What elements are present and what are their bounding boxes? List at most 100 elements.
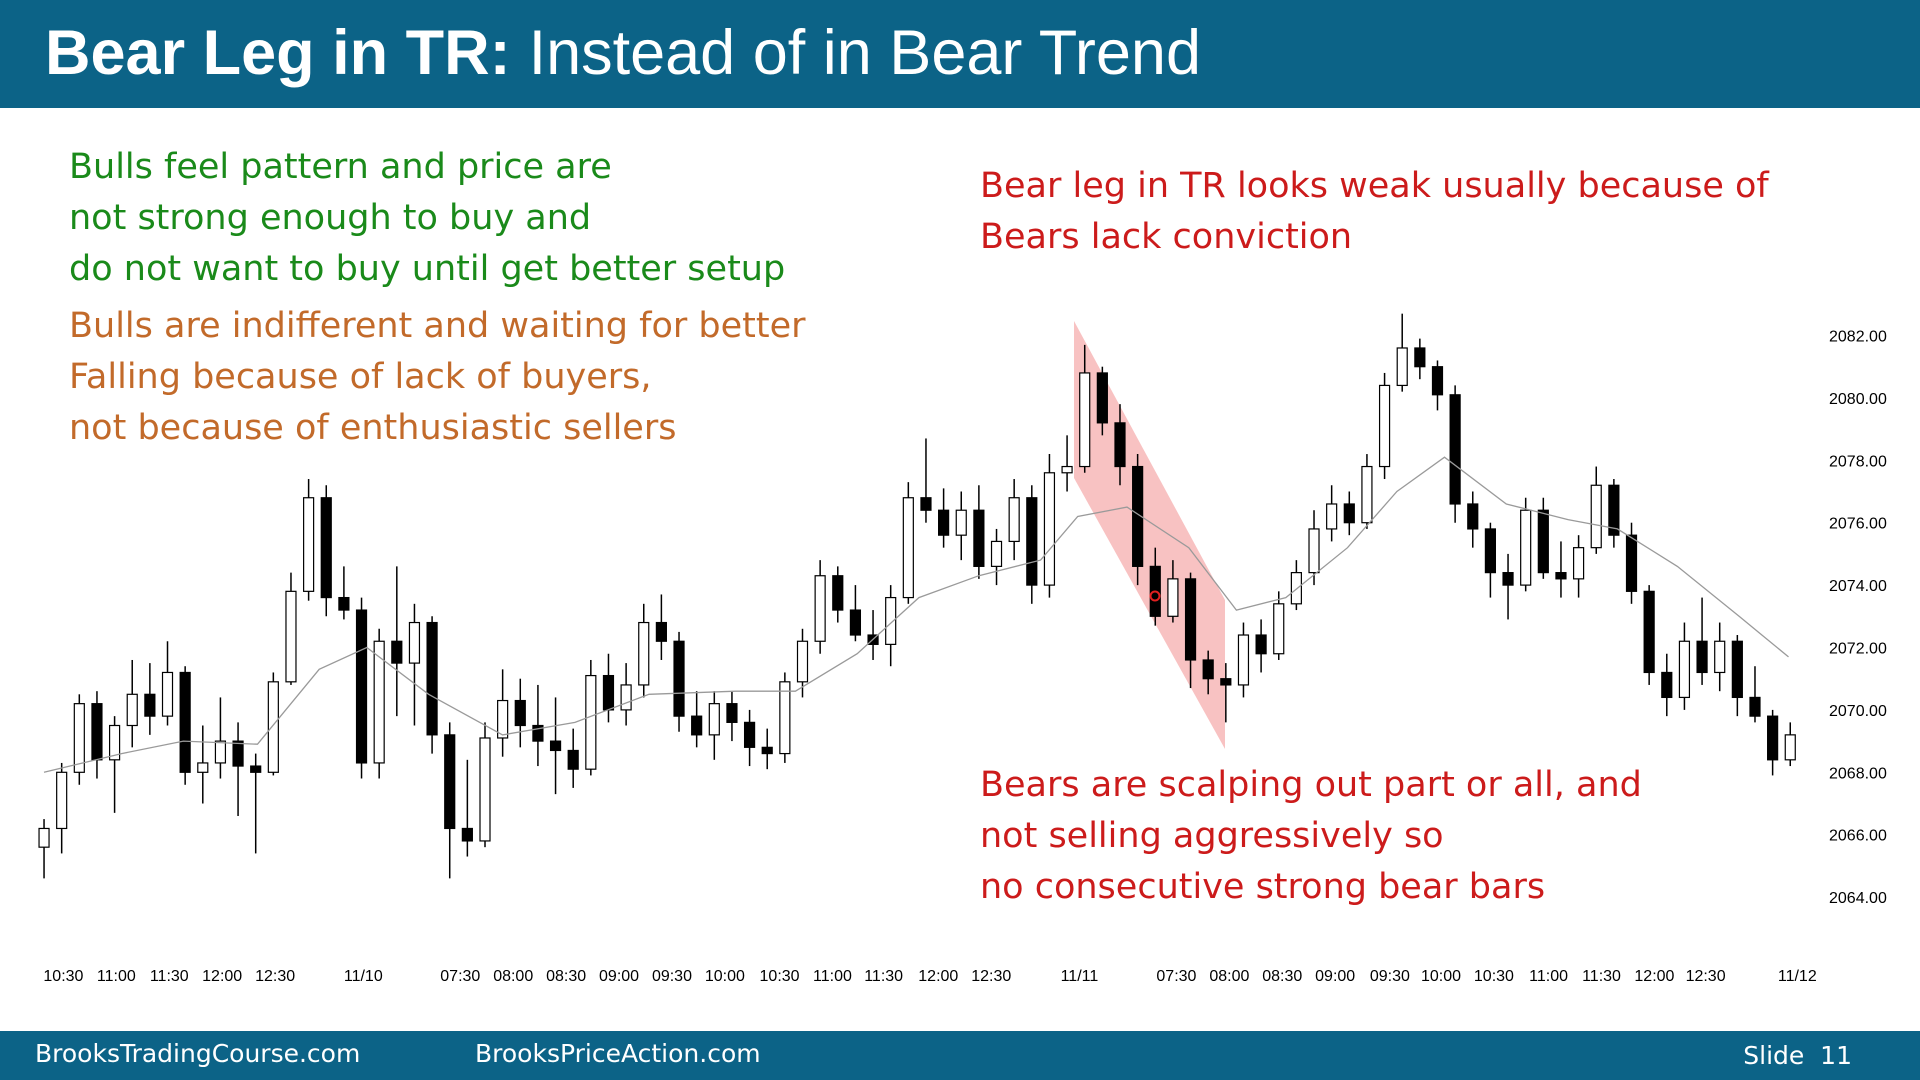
candle-body bbox=[1326, 503, 1338, 530]
candle-body bbox=[761, 746, 773, 755]
x-tick-label: 10:30 bbox=[43, 968, 83, 985]
x-tick-label: 11:30 bbox=[864, 968, 903, 985]
candle-body bbox=[1220, 678, 1232, 686]
x-tick-label: 12:30 bbox=[255, 968, 295, 985]
x-tick-label: 09:30 bbox=[652, 968, 692, 985]
x-tick-label: 08:30 bbox=[1262, 968, 1302, 985]
x-tick-label: 11:00 bbox=[97, 968, 136, 985]
x-tick-label: 12:30 bbox=[1686, 968, 1726, 985]
y-tick-label: 2068.00 bbox=[1829, 765, 1887, 782]
candle-body bbox=[1237, 634, 1250, 686]
title-bold: Bear Leg in TR: bbox=[45, 18, 511, 88]
candle-body bbox=[1661, 671, 1673, 699]
candle-body bbox=[497, 699, 509, 739]
footer-bar bbox=[0, 1031, 1920, 1080]
note-line: Bears lack conviction bbox=[980, 217, 1352, 257]
candle-body bbox=[514, 699, 526, 727]
candle-body bbox=[726, 703, 738, 723]
candle-body bbox=[1343, 503, 1355, 524]
x-tick-label: 11/11 bbox=[1061, 968, 1099, 985]
candle-body bbox=[250, 765, 262, 773]
note-line: do not want to buy until get better setu… bbox=[69, 249, 785, 289]
candle-body bbox=[585, 674, 597, 770]
candle-body bbox=[602, 674, 615, 711]
candle-body bbox=[197, 762, 209, 773]
candle-body bbox=[832, 575, 844, 611]
y-tick-label: 2076.00 bbox=[1829, 516, 1887, 533]
candle-body bbox=[1467, 503, 1479, 530]
candle-body bbox=[479, 737, 491, 842]
header-bar bbox=[0, 0, 1920, 108]
x-tick-label: 12:30 bbox=[971, 968, 1011, 985]
x-tick-label: 09:00 bbox=[599, 968, 639, 985]
candle-body bbox=[426, 621, 438, 736]
candle-body bbox=[1079, 372, 1091, 468]
candle-body bbox=[373, 640, 385, 764]
candle-body bbox=[338, 596, 350, 611]
x-tick-label: 10:30 bbox=[760, 968, 800, 985]
candle-body bbox=[285, 590, 297, 683]
bear-leg-channel bbox=[1074, 321, 1225, 749]
x-tick-label: 11:00 bbox=[1529, 968, 1568, 985]
candle-body bbox=[814, 575, 826, 642]
candle-body bbox=[1096, 372, 1108, 424]
candle-body bbox=[444, 734, 456, 830]
candle-body bbox=[1132, 465, 1144, 567]
note-line: Bear leg in TR looks weak usually becaus… bbox=[980, 166, 1769, 206]
x-tick-label: 09:30 bbox=[1370, 968, 1410, 985]
candle-body bbox=[56, 771, 68, 830]
candle-body bbox=[1167, 578, 1179, 617]
candle-body bbox=[1008, 497, 1020, 543]
candle-body bbox=[214, 740, 227, 764]
x-tick-label: 11:30 bbox=[150, 968, 189, 985]
candle-body bbox=[1520, 509, 1532, 586]
x-tick-label: 11/12 bbox=[1778, 968, 1817, 985]
candle-body bbox=[938, 509, 950, 536]
x-tick-label: 11:30 bbox=[1582, 968, 1621, 985]
candle-body bbox=[1608, 484, 1620, 536]
candle-body bbox=[779, 681, 791, 755]
candle-body bbox=[1308, 528, 1320, 574]
candle-body bbox=[549, 740, 562, 752]
candle-body bbox=[1537, 509, 1549, 574]
x-tick-label: 08:00 bbox=[493, 968, 533, 985]
slide-title: Bear Leg in TR: Instead of in Bear Trend bbox=[45, 18, 1201, 88]
candle-body bbox=[1114, 422, 1126, 468]
candle-body bbox=[1396, 347, 1408, 387]
candle-body bbox=[179, 671, 191, 773]
candle-body bbox=[796, 640, 809, 683]
candle-body bbox=[320, 497, 332, 599]
candle-body bbox=[691, 715, 703, 736]
candle-body bbox=[73, 703, 85, 773]
note-line: no consecutive strong bear bars bbox=[980, 867, 1545, 907]
x-tick-label: 08:00 bbox=[1209, 968, 1249, 985]
candle-body bbox=[973, 509, 985, 567]
candle-body bbox=[1555, 572, 1567, 580]
candle-body bbox=[1678, 640, 1691, 699]
candle-body bbox=[1784, 734, 1796, 761]
candle-body bbox=[126, 693, 138, 727]
footer-right: Slide 11 bbox=[1743, 1041, 1852, 1070]
candle-body bbox=[391, 640, 403, 664]
candle-body bbox=[990, 540, 1003, 567]
candle-body bbox=[1502, 572, 1514, 586]
candle-body bbox=[91, 703, 103, 761]
x-tick-label: 09:00 bbox=[1315, 968, 1355, 985]
candle-body bbox=[1749, 696, 1761, 717]
candle-body bbox=[708, 703, 720, 736]
title-rest: Instead of in Bear Trend bbox=[529, 18, 1201, 88]
candle-body bbox=[461, 827, 473, 842]
y-tick-label: 2072.00 bbox=[1829, 641, 1887, 658]
y-tick-label: 2078.00 bbox=[1829, 453, 1887, 470]
candle-body bbox=[144, 693, 156, 717]
candle-body bbox=[1061, 465, 1073, 474]
candle-body bbox=[408, 621, 421, 664]
candle-body bbox=[638, 621, 650, 686]
note-line: not strong enough to buy and bbox=[69, 198, 591, 238]
candle-body bbox=[161, 671, 174, 717]
candle-body bbox=[885, 596, 897, 645]
x-tick-label: 12:00 bbox=[918, 968, 958, 985]
candle-body bbox=[1590, 484, 1602, 549]
